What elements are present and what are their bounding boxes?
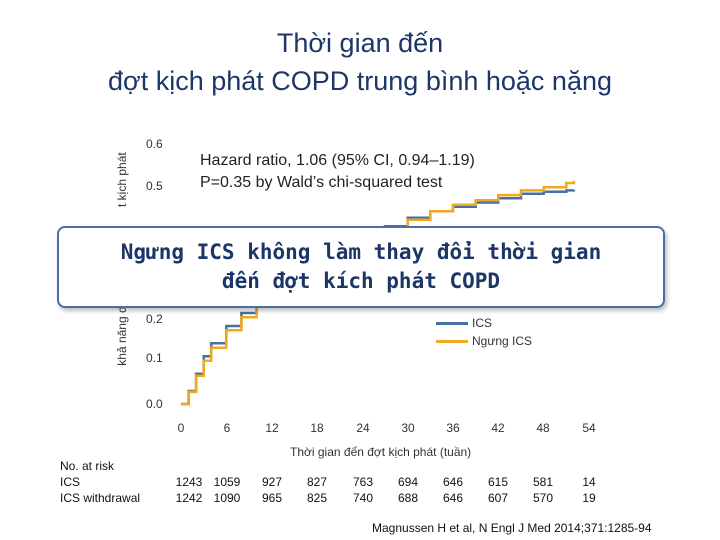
legend-label-withdrawal: Ngưng ICS: [472, 334, 533, 348]
risk-cell: 615: [487, 475, 509, 489]
legend-label-ics: ICS: [472, 316, 493, 330]
citation: Magnussen H et al, N Engl J Med 2014;371…: [372, 521, 652, 535]
x-axis-label: Thời gian đến đợt kịch phát (tuần): [290, 445, 472, 459]
risk-cell: 1059: [213, 475, 241, 489]
risk-cell: 1243: [175, 475, 203, 489]
x-tick-0: 0: [177, 421, 185, 435]
conclusion-line2: đến đợt kích phát COPD: [221, 269, 501, 293]
y-tick-0.5: 0.5: [146, 179, 163, 193]
legend-item-ics: ICS: [436, 314, 532, 332]
risk-cell: 1242: [175, 491, 203, 505]
x-tick-42: 42: [491, 421, 505, 435]
risk-cell: 570: [532, 491, 554, 505]
risk-cell: 646: [442, 475, 464, 489]
y-tick-0.0: 0.0: [146, 397, 163, 411]
risk-cell: 607: [487, 491, 509, 505]
chart-title-line2: đợt kịch phát COPD trung bình hoặc nặng: [107, 66, 612, 96]
x-tick-12: 12: [265, 421, 279, 435]
legend-swatch-ics: [436, 321, 468, 325]
risk-cell: 19: [582, 491, 596, 505]
x-tick-6: 6: [223, 421, 231, 435]
chart-title-line1: Thời gian đến: [276, 28, 444, 58]
conclusion-line1: Ngưng ICS không làm thay đổi thời gian: [120, 240, 602, 264]
y-tick-0.1: 0.1: [146, 351, 163, 365]
legend-swatch-withdrawal: [436, 339, 468, 343]
risk-cell: 694: [397, 475, 419, 489]
risk-row-label-ics: ICS: [60, 475, 81, 489]
y-tick-0.6: 0.6: [146, 137, 163, 151]
legend-item-withdrawal: Ngưng ICS: [436, 332, 532, 350]
risk-cell: 646: [442, 491, 464, 505]
risk-cell: 965: [261, 491, 283, 505]
risk-cell: 825: [306, 491, 328, 505]
x-tick-54: 54: [582, 421, 596, 435]
risk-cell: 688: [397, 491, 419, 505]
y-tick-0.2: 0.2: [146, 312, 163, 326]
risk-cell: 581: [532, 475, 554, 489]
risk-cell: 740: [352, 491, 374, 505]
x-tick-48: 48: [536, 421, 550, 435]
risk-cell: 14: [582, 475, 596, 489]
risk-cell: 1090: [213, 491, 241, 505]
x-tick-36: 36: [446, 421, 460, 435]
p-value-line: P=0.35 by Wald’s chi-squared test: [200, 174, 443, 191]
risk-table-header: No. at risk: [60, 459, 115, 473]
x-tick-18: 18: [310, 421, 324, 435]
risk-cell: 763: [352, 475, 374, 489]
risk-cell: 927: [261, 475, 283, 489]
chart-title: Thời gian đến đợt kịch phát COPD trung b…: [0, 24, 720, 100]
x-tick-30: 30: [401, 421, 415, 435]
conclusion-callout: Ngưng ICS không làm thay đổi thời gian đ…: [57, 226, 665, 308]
hazard-ratio-annotation: Hazard ratio, 1.06 (95% CI, 0.94–1.19) P…: [200, 150, 475, 194]
risk-cell: 827: [306, 475, 328, 489]
x-tick-24: 24: [356, 421, 370, 435]
hazard-ratio-line: Hazard ratio, 1.06 (95% CI, 0.94–1.19): [200, 152, 475, 169]
legend: ICS Ngưng ICS: [436, 314, 532, 350]
risk-row-label-withdrawal: ICS withdrawal: [60, 491, 141, 505]
